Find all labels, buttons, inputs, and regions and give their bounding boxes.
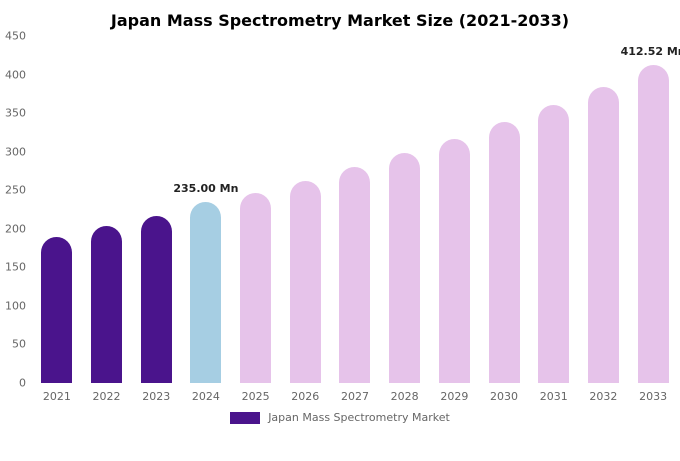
x-tick-label: 2022 bbox=[92, 390, 121, 403]
bar-2027[interactable] bbox=[339, 167, 371, 383]
bar-group-2023: 2023 bbox=[131, 36, 181, 403]
y-tick-label: 150 bbox=[5, 260, 26, 274]
bar-2024[interactable] bbox=[190, 201, 222, 383]
x-tick-label: 2030 bbox=[490, 390, 519, 403]
bar-group-2028: 2028 bbox=[380, 36, 430, 403]
y-tick-label: 450 bbox=[5, 29, 26, 43]
plot-wrap: 0 50 100 150 200 250 300 350 400 450 2021 2022 2023… bbox=[0, 31, 680, 404]
chart: Japan Mass Spectrometry Market Size (202… bbox=[0, 11, 680, 461]
y-tick-label: 200 bbox=[5, 222, 26, 236]
bar-group-2033: 412.52 Mn 2033 bbox=[621, 36, 680, 403]
bar-group-2021: 2021 bbox=[32, 36, 82, 403]
x-tick-label: 2023 bbox=[142, 390, 171, 403]
plot-area: 2021 2022 2023 235.00 Mn 2024 2025 2026 2027 202… bbox=[32, 36, 680, 403]
bar-group-2031: 2031 bbox=[529, 36, 579, 403]
x-tick-label: 2032 bbox=[589, 390, 618, 403]
x-tick-label: 2024 bbox=[191, 390, 220, 403]
y-tick-label: 400 bbox=[5, 68, 26, 82]
legend-swatch bbox=[230, 411, 261, 424]
bar-group-2032: 2032 bbox=[579, 36, 629, 403]
bar-2028[interactable] bbox=[389, 153, 421, 383]
bar-group-2026: 2026 bbox=[280, 36, 330, 403]
y-tick-label: 300 bbox=[5, 145, 26, 159]
y-tick-label: 100 bbox=[5, 299, 26, 313]
y-tick-label: 0 bbox=[19, 376, 26, 390]
x-tick-label: 2033 bbox=[639, 390, 668, 403]
bar-2025[interactable] bbox=[240, 192, 272, 383]
bar-2029[interactable] bbox=[438, 138, 470, 383]
bar-2022[interactable] bbox=[91, 226, 123, 383]
bar-2032[interactable] bbox=[587, 86, 619, 383]
x-tick-label: 2027 bbox=[340, 390, 369, 403]
bar-group-2025: 2025 bbox=[231, 36, 281, 403]
x-tick-label: 2029 bbox=[440, 390, 469, 403]
bar-group-2029: 2029 bbox=[430, 36, 480, 403]
bar-group-2030: 2030 bbox=[479, 36, 529, 403]
y-axis: 0 50 100 150 200 250 300 350 400 450 bbox=[0, 31, 32, 389]
legend-label: Japan Mass Spectrometry Market bbox=[268, 411, 450, 424]
x-tick-label: 2025 bbox=[241, 390, 270, 403]
x-tick-label: 2021 bbox=[42, 390, 71, 403]
bar-2033[interactable] bbox=[637, 64, 669, 383]
y-tick-label: 250 bbox=[5, 183, 26, 197]
x-tick-label: 2031 bbox=[539, 390, 568, 403]
bar-2030[interactable] bbox=[488, 122, 520, 383]
bar-2031[interactable] bbox=[538, 105, 570, 383]
chart-title: Japan Mass Spectrometry Market Size (202… bbox=[110, 11, 570, 30]
data-label-2033: 412.52 Mn bbox=[620, 44, 680, 58]
x-tick-label: 2028 bbox=[390, 390, 419, 403]
bar-2023[interactable] bbox=[140, 215, 172, 383]
bar-2021[interactable] bbox=[41, 236, 73, 383]
legend[interactable]: Japan Mass Spectrometry Market bbox=[0, 411, 680, 424]
bar-2026[interactable] bbox=[289, 180, 321, 383]
x-tick-label: 2026 bbox=[291, 390, 320, 403]
y-tick-label: 350 bbox=[5, 106, 26, 120]
bar-group-2024: 235.00 Mn 2024 bbox=[173, 36, 238, 403]
bar-group-2022: 2022 bbox=[82, 36, 132, 403]
bar-group-2027: 2027 bbox=[330, 36, 380, 403]
y-tick-label: 50 bbox=[12, 337, 26, 351]
data-label-2024: 235.00 Mn bbox=[173, 181, 239, 195]
